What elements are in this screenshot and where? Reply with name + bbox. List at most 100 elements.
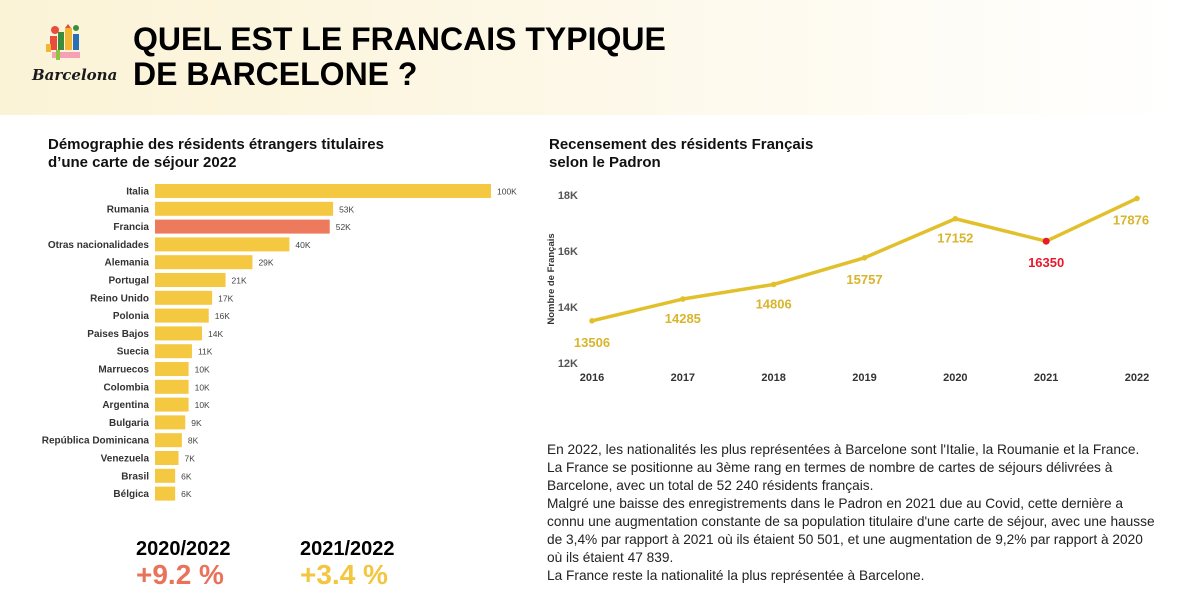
y-tick-label-12K: 12K: [558, 358, 578, 370]
left-chart-title: Démographie des résidents étrangers titu…: [48, 136, 384, 172]
bar-value-label-paises-bajos: 14K: [208, 329, 223, 339]
x-tick-label-2021: 2021: [1034, 372, 1058, 384]
bar-polonia: [155, 308, 209, 323]
line-point-2020: [952, 215, 959, 222]
barcelona-logo-icon: [46, 24, 80, 60]
bar-category-label-belgica: Bélgica: [113, 489, 149, 500]
bar-category-label-otras-nacionalidades: Otras nacionalidades: [48, 240, 150, 251]
line-value-label-2020: 17152: [937, 231, 973, 246]
bar-value-label-bulgaria: 9K: [191, 418, 202, 428]
bar-belgica: [155, 486, 176, 501]
line-point-2022: [1134, 195, 1140, 202]
line-point-2019: [861, 255, 868, 261]
bar-value-label-polonia: 16K: [215, 311, 230, 321]
header-banner: Barcelona QUEL EST LE FRANCAIS TYPIQUE D…: [0, 0, 1179, 115]
left-chart-title-line2: d’une carte de séjour 2022: [48, 154, 237, 171]
bar-rumania: [155, 201, 334, 216]
bar-category-label-polonia: Polonia: [113, 311, 150, 322]
bar-category-label-portugal: Portugal: [108, 276, 149, 287]
left-chart-title-line1: Démographie des résidents étrangers titu…: [48, 136, 384, 153]
bar-value-label-suecia: 11K: [198, 347, 213, 357]
line-point-2016: [589, 318, 595, 324]
line-value-label-2017: 14285: [665, 311, 701, 326]
bar-brasil: [155, 468, 176, 483]
bar-category-label-marruecos: Marruecos: [98, 365, 149, 376]
line-value-label-2022: 17876: [1113, 212, 1149, 227]
stat-2020-2022: 2020/2022 +9.2 %: [136, 538, 231, 591]
bar-reino-unido: [155, 290, 213, 305]
bar-category-label-rumania: Rumania: [107, 204, 150, 215]
bar-category-label-colombia: Colombia: [103, 382, 149, 393]
bar-portugal: [155, 273, 226, 287]
line-chart: 12K 14K 16K 18K Nombre de Français 2016 2017 20…: [546, 190, 1149, 384]
bar-value-label-belgica: 6K: [181, 489, 192, 499]
bar-category-label-paises-bajos: Paises Bajos: [87, 329, 149, 340]
x-tick-label-2019: 2019: [852, 372, 876, 384]
bar-value-label-argentina: 10K: [195, 400, 210, 410]
stat-2021-2022-label: 2021/2022: [300, 538, 395, 560]
bar-alemania: [155, 255, 253, 270]
line-value-label-2018: 14806: [756, 296, 792, 311]
bar-otras-nacionalidades: [155, 237, 290, 252]
x-tick-label-2020: 2020: [943, 372, 967, 384]
bar-value-label-alemania: 29K: [258, 258, 273, 268]
x-tick-label-2022: 2022: [1125, 372, 1149, 384]
description-text: En 2022, les nationalités les plus repré…: [547, 441, 1157, 585]
bar-value-label-rumania: 53K: [339, 204, 354, 214]
bar-value-label-marruecos: 10K: [195, 365, 210, 375]
right-chart-title: Recensement des résidents Français selon…: [549, 136, 813, 172]
page-title-line2: DE BARCELONE ?: [133, 56, 418, 92]
bar-category-label-alemania: Alemania: [105, 258, 150, 269]
description-paragraph-1: En 2022, les nationalités les plus repré…: [547, 442, 1140, 493]
bar-italia: [155, 184, 491, 198]
line-point-2017: [680, 296, 686, 302]
bar-category-label-suecia: Suecia: [117, 347, 150, 358]
description-paragraph-3: La France reste la nationalité la plus r…: [547, 568, 925, 583]
bar-value-label-brasil: 6K: [181, 471, 192, 481]
bar-value-label-otras-nacionalidades: 40K: [295, 240, 310, 250]
barcelona-logo: Barcelona: [28, 22, 117, 92]
bar-paises-bajos: [155, 326, 203, 341]
bar-bulgaria: [155, 415, 186, 430]
line-point-2021: [1042, 237, 1050, 245]
y-tick-label-16K: 16K: [558, 246, 578, 258]
bar-marruecos: [155, 362, 189, 376]
x-tick-label-2016: 2016: [580, 372, 604, 384]
bar-category-label-italia: Italia: [126, 187, 149, 198]
bar-value-label-venezuela: 7K: [185, 454, 196, 464]
bar-category-label-reino-unido: Reino Unido: [90, 293, 149, 304]
logo-text: Barcelona: [32, 66, 118, 84]
bar-value-label-reino-unido: 17K: [218, 293, 233, 303]
x-tick-label-2018: 2018: [761, 372, 785, 384]
stat-2020-2022-value: +9.2 %: [136, 559, 224, 590]
y-tick-label-14K: 14K: [558, 302, 578, 314]
bar-category-label-republica-dominicana: República Dominicana: [42, 436, 150, 447]
right-chart-title-line2: selon le Padron: [549, 154, 661, 171]
bar-argentina: [155, 397, 189, 412]
bar-suecia: [155, 344, 192, 359]
bar-chart: Italia 100K Rumania 53K Francia 52K Otras naci…: [42, 184, 517, 501]
bar-francia: [155, 219, 330, 234]
y-axis-label: Nombre de Français: [546, 233, 557, 324]
page-title-line1: QUEL EST LE FRANCAIS TYPIQUE: [133, 21, 666, 57]
description-paragraph-2: Malgré une baisse des enregistrements da…: [547, 496, 1155, 565]
bar-republica-dominicana: [155, 433, 182, 448]
bar-category-label-francia: Francia: [113, 222, 149, 233]
line-value-label-2021: 16350: [1028, 255, 1064, 270]
bar-category-label-argentina: Argentina: [102, 400, 149, 411]
bar-value-label-colombia: 10K: [195, 382, 210, 392]
bar-colombia: [155, 379, 189, 394]
bar-category-label-venezuela: Venezuela: [101, 454, 150, 465]
bar-category-label-brasil: Brasil: [121, 471, 149, 482]
stat-2020-2022-label: 2020/2022: [136, 538, 231, 560]
bar-value-label-republica-dominicana: 8K: [188, 436, 199, 446]
line-value-label-2019: 15757: [846, 272, 882, 287]
stat-2021-2022: 2021/2022 +3.4 %: [300, 538, 395, 591]
stat-2021-2022-value: +3.4 %: [300, 559, 388, 590]
line-point-2018: [770, 281, 777, 288]
page-title: QUEL EST LE FRANCAIS TYPIQUE DE BARCELON…: [133, 22, 666, 92]
y-tick-label-18K: 18K: [558, 190, 578, 202]
bar-value-label-francia: 52K: [336, 222, 351, 232]
bar-venezuela: [155, 451, 179, 465]
bar-value-label-portugal: 21K: [232, 276, 247, 286]
